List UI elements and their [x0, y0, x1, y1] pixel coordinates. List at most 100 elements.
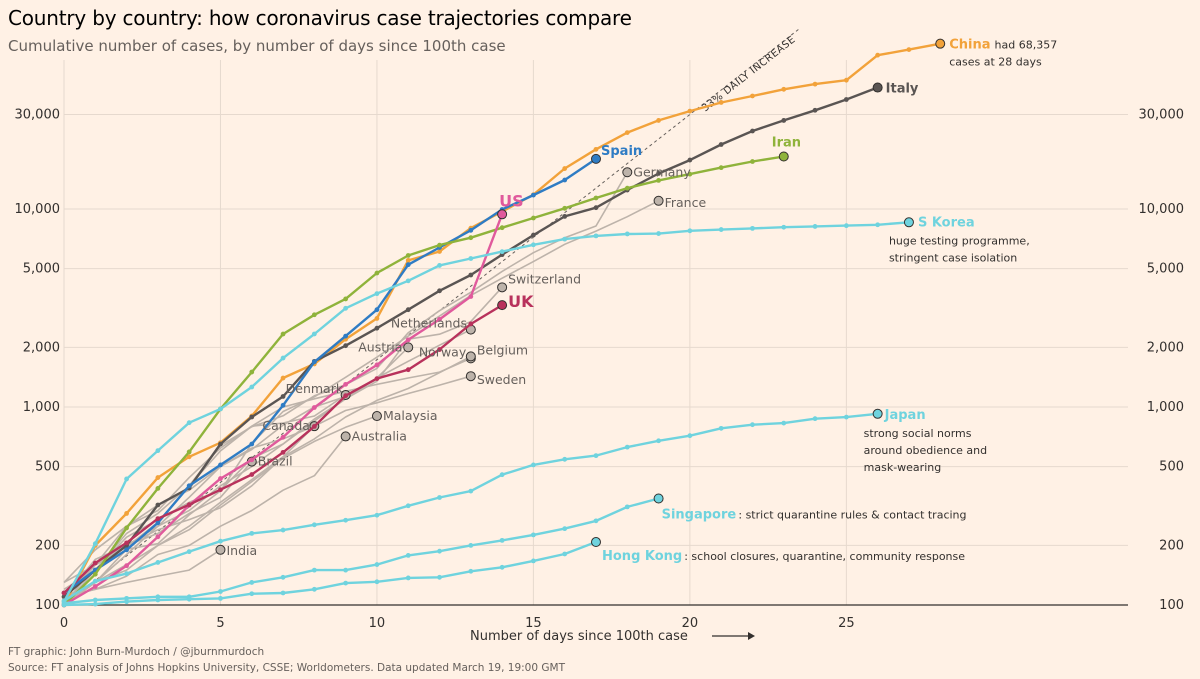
series-label-us: US — [499, 191, 524, 210]
annotation-china-2: cases at 28 days — [949, 56, 1042, 69]
series-label-australia: Australia — [352, 428, 407, 443]
data-point-uk — [61, 590, 67, 596]
annotation-japan-1: strong social norms — [864, 427, 972, 440]
y-tick-label-right: 10,000 — [1139, 202, 1185, 217]
data-point-italy — [249, 414, 255, 420]
data-point-china — [750, 93, 755, 99]
series-label-singapore: Singapore — [662, 508, 737, 523]
data-point-spain — [374, 307, 380, 313]
data-point-china — [656, 118, 661, 123]
series-label-india: India — [226, 543, 257, 558]
annotation-s-korea-1: huge testing programme, — [889, 234, 1030, 247]
series-line-canada — [63, 425, 315, 606]
data-point-china — [875, 52, 881, 58]
data-point-us — [218, 476, 223, 481]
data-point-s-korea — [405, 278, 411, 284]
data-point-spain — [311, 359, 317, 365]
data-point-hong-kong — [562, 551, 568, 557]
data-point-china — [781, 86, 787, 92]
x-tick-label: 10 — [369, 616, 386, 631]
data-point-s-korea — [843, 223, 849, 229]
data-point-s-korea — [280, 355, 286, 361]
data-point-iran — [249, 369, 255, 375]
end-marker-italy — [872, 82, 883, 93]
data-point-iran — [718, 165, 724, 171]
series-label-germany: Germany — [633, 164, 691, 179]
y-tick-label-right: 500 — [1159, 460, 1184, 475]
series-line-malaysia — [63, 415, 378, 598]
data-point-japan — [843, 414, 849, 420]
data-point-singapore — [437, 548, 442, 554]
data-point-s-korea — [687, 228, 693, 234]
data-point-italy — [343, 343, 349, 349]
y-tick-label-left: 200 — [35, 538, 60, 553]
series-line-hong-kong — [63, 540, 597, 607]
annotation-singapore: : strict quarantine rules & contact trac… — [738, 509, 966, 522]
data-point-us — [468, 294, 474, 299]
data-point-uk — [468, 321, 474, 327]
data-point-italy — [405, 307, 411, 313]
data-point-s-korea — [468, 256, 474, 261]
data-point-italy — [718, 142, 724, 147]
data-point-japan — [186, 549, 192, 555]
data-point-us — [249, 457, 255, 463]
data-point-us — [374, 362, 380, 368]
data-point-s-korea — [343, 305, 349, 311]
data-point-japan — [624, 444, 630, 450]
data-point-s-korea — [812, 224, 818, 229]
data-point-italy — [687, 157, 693, 163]
data-point-iran — [624, 185, 630, 191]
source-line: Source: FT analysis of Johns Hopkins Uni… — [8, 662, 565, 674]
data-point-singapore — [280, 574, 286, 580]
data-point-japan — [218, 538, 223, 544]
data-point-spain — [124, 547, 129, 553]
data-point-hong-kong — [218, 595, 223, 601]
x-tick-label: 15 — [525, 616, 542, 631]
data-point-iran — [687, 171, 693, 177]
data-point-japan — [374, 512, 380, 518]
data-point-s-korea — [124, 476, 129, 482]
data-point-japan — [656, 438, 661, 444]
series-label-canada: Canada — [262, 418, 310, 433]
series-label-austria: Austria — [358, 339, 402, 354]
data-point-hong-kong — [124, 599, 129, 605]
data-point-italy — [656, 171, 661, 176]
series-line-france — [63, 200, 659, 606]
data-point-iran — [343, 296, 349, 302]
annotation-s-korea-2: stringent case isolation — [889, 251, 1017, 264]
data-point-singapore — [374, 562, 380, 567]
end-marker-us — [497, 209, 508, 220]
data-point-iran — [124, 525, 129, 531]
end-marker-china — [935, 38, 946, 49]
data-point-hong-kong — [61, 602, 67, 608]
data-point-singapore — [249, 580, 255, 585]
data-point-italy — [280, 394, 286, 399]
data-point-s-korea — [186, 420, 192, 426]
data-point-singapore — [468, 542, 474, 548]
data-point-japan — [437, 495, 442, 500]
data-point-iran — [468, 235, 474, 241]
y-tick-label-right: 200 — [1159, 538, 1184, 553]
data-point-singapore — [405, 553, 411, 558]
end-marker-hong-kong — [591, 537, 601, 548]
data-point-china — [906, 47, 912, 52]
end-marker-singapore — [653, 493, 664, 504]
series-label-malaysia: Malaysia — [383, 408, 438, 423]
data-point-spain — [531, 192, 536, 198]
data-point-s-korea — [531, 242, 536, 248]
reference-line-label: 33% DAILY INCREASE — [700, 34, 798, 114]
data-point-singapore — [218, 589, 223, 594]
data-point-iran — [499, 225, 505, 231]
data-point-hong-kong — [468, 568, 474, 574]
data-point-china — [405, 257, 411, 263]
data-point-italy — [843, 97, 849, 102]
data-point-japan — [499, 472, 505, 478]
data-point-uk — [124, 540, 129, 546]
data-point-uk — [311, 423, 317, 429]
data-point-us — [92, 584, 98, 589]
data-point-japan — [155, 560, 161, 565]
y-tick-label-left: 10,000 — [15, 202, 61, 217]
data-point-japan — [468, 488, 474, 494]
series-line-iran — [63, 155, 784, 606]
x-axis-title: Number of days since 100th case — [470, 629, 688, 644]
